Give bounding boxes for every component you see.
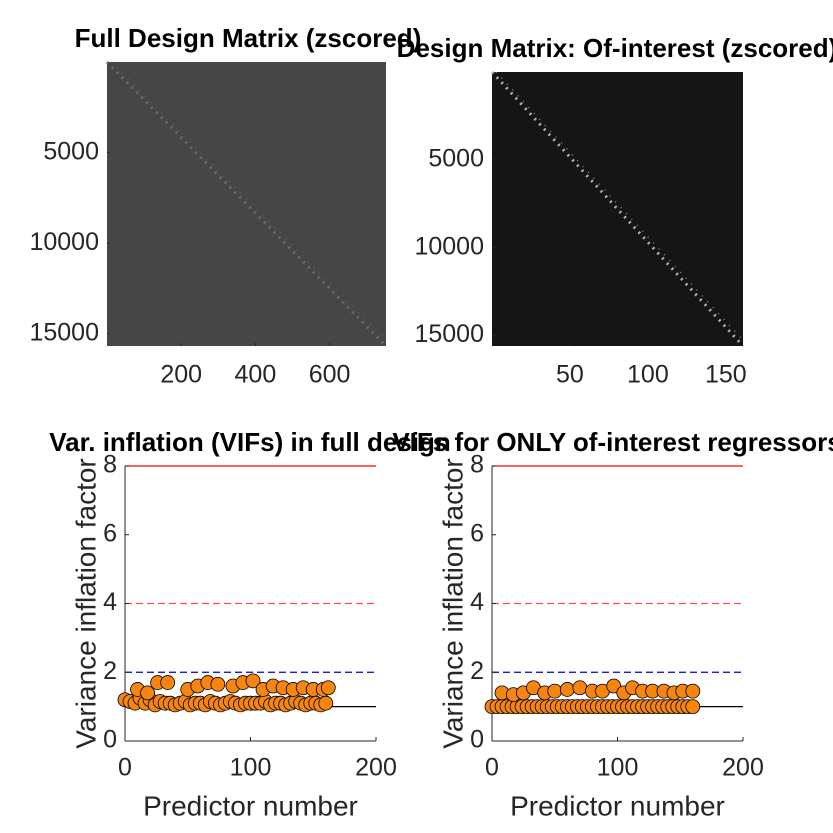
- x-tick-label: 600: [309, 361, 351, 389]
- x-axis-label: Predictor number: [143, 790, 358, 821]
- x-tick-label: 200: [355, 754, 397, 782]
- x-tick-label: 100: [597, 754, 639, 782]
- y-tick-label: 5000: [428, 144, 484, 172]
- y-tick-label: 6: [470, 519, 484, 547]
- chart-title: Var. inflation (VIFs) in full design: [49, 427, 451, 457]
- diagonal-pattern: [490, 70, 745, 348]
- point: [572, 680, 588, 696]
- y-tick-label: 4: [470, 588, 484, 616]
- x-tick-label: 100: [230, 754, 272, 782]
- x-tick-label: 100: [627, 361, 669, 389]
- x-tick-label: 200: [160, 361, 202, 389]
- x-tick-label: 150: [705, 361, 747, 389]
- point: [685, 683, 701, 699]
- y-tick-label: 15000: [29, 319, 99, 347]
- point: [245, 673, 261, 689]
- chart-title: VIFs for ONLY of-interest regressors: [392, 427, 833, 457]
- x-tick-label: 400: [235, 361, 277, 389]
- point: [559, 682, 575, 697]
- point: [320, 680, 336, 696]
- image: [107, 62, 386, 346]
- point: [210, 676, 226, 692]
- y-tick-label: 10000: [29, 228, 99, 256]
- x-tick-label: 50: [556, 361, 584, 389]
- y-tick-label: 8: [470, 451, 484, 479]
- x-tick-label: 0: [485, 754, 499, 782]
- point: [160, 675, 176, 690]
- point: [547, 683, 563, 699]
- chart-title: Full Design Matrix (zscored): [75, 23, 422, 53]
- chart-title: Design Matrix: Of-interest (zscored): [397, 33, 833, 63]
- point: [318, 695, 334, 711]
- y-tick-label: 5000: [43, 137, 99, 165]
- y-tick-label: 10000: [414, 232, 484, 260]
- y-axis-label: Variance inflation factor: [437, 458, 468, 749]
- y-axis-label: Variance inflation factor: [70, 458, 101, 749]
- y-tick-label: 8: [103, 451, 117, 479]
- y-tick-label: 2: [103, 657, 117, 685]
- point: [685, 699, 701, 715]
- y-tick-label: 4: [103, 588, 117, 616]
- point: [140, 685, 155, 701]
- x-axis-label: Predictor number: [510, 790, 725, 821]
- y-tick-label: 0: [103, 726, 117, 754]
- y-tick-label: 0: [470, 726, 484, 754]
- y-tick-label: 15000: [414, 320, 484, 348]
- x-tick-label: 0: [118, 754, 132, 782]
- x-tick-label: 200: [722, 754, 764, 782]
- y-tick-label: 2: [470, 657, 484, 685]
- y-tick-label: 6: [103, 519, 117, 547]
